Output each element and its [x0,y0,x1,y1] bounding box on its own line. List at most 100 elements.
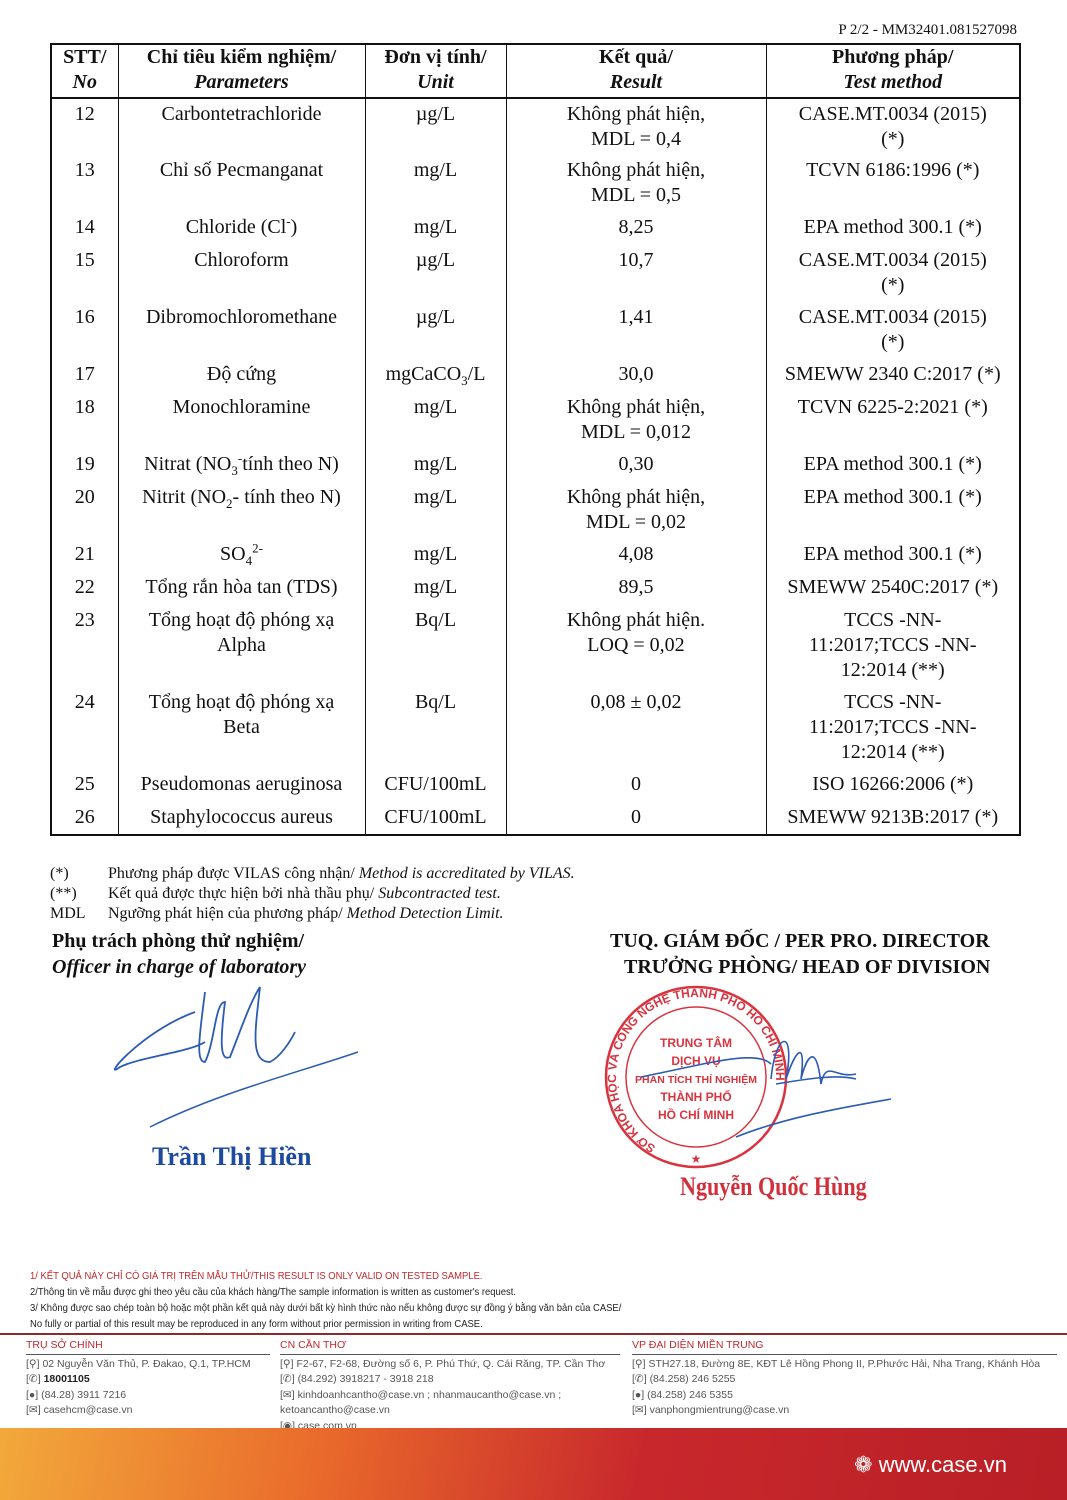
superscript: - [286,213,291,229]
footnote-en: Method is accreditated by VILAS. [358,865,575,882]
stamp-center-line: THÀNH PHỐ [660,1089,731,1104]
location-icon: [⚲] [632,1357,649,1370]
stamp-center-line: DỊCH VỤ [671,1054,720,1068]
stamp-center-line: PHÂN TÍCH THÍ NGHIỆM [635,1073,757,1086]
header-vi: Phương pháp/ [832,46,954,68]
fax-icon: [●] [632,1388,648,1401]
official-stamp: SỞ KHOA HỌC VÀ CÔNG NGHỆ THÀNH PHỐ HỒ CH… [604,985,892,1169]
office-line: [⚲] STH27.18, Đường 8E, KĐT Lê Hồng Phon… [632,1357,1057,1373]
disclaimer: 1/ KẾT QUẢ NÀY CHỈ CÓ GIÁ TRỊ TRÊN MẪU T… [30,1268,621,1332]
unit-cell: mg/L [364,392,507,449]
phone-icon: [✆] [26,1373,44,1385]
office-text: vanphongmientrung@case.vn [649,1404,790,1416]
office-text: (84.28) 3911 7216 [41,1388,127,1401]
table-row: 23 Tổng hoạt độ phóng xạ Alpha Bq/L Không p… [50,605,1021,687]
header-en: Unit [417,71,454,93]
footnote-vi: Phương pháp được VILAS công nhận/ [108,865,359,882]
office-text: casehcm@case.vn [43,1404,133,1416]
row-no: 23 [50,605,119,687]
method-cell: SMEWW 2540C:2017 (*) [765,572,1021,605]
page-reference: P 2/2 - MM32401.081527098 [838,22,1017,38]
svg-text:SỞ KHOA HỌC VÀ CÔNG NGHỆ THÀNH: SỞ KHOA HỌC VÀ CÔNG NGHỆ THÀNH PHỐ HỒ CH… [605,985,787,1156]
superscript: 2- [252,540,263,556]
office-text: (84.258) 246 5355 [647,1388,733,1401]
parameter-cell: Tổng hoạt độ phóng xạ Alpha [117,605,366,687]
header-vi: Chỉ tiêu kiểm nghiệm/ [146,46,337,68]
office-text: STH27.18, Đường 8E, KĐT Lê Hồng Phong II… [648,1357,1041,1370]
office-line: [✉] casehcm@case.vn [26,1403,270,1419]
unit-cell: mgCaCO3/L [364,359,507,392]
row-no: 12 [50,98,119,155]
subscript: 2 [226,496,233,511]
header-no: STT/No [50,44,119,99]
disclaimer-line: No fully or partial of this result may b… [30,1318,483,1330]
superscript: - [237,450,243,466]
method-cell: EPA method 300.1 (*) [765,212,1021,245]
right-title-2: TRƯỞNG PHÒNG/ HEAD OF DIVISION [624,956,991,978]
left-signer-name: Trần Thị Hiền [152,1142,312,1171]
right-signature-block: TUQ. GIÁM ĐỐC / PER PRO. DIRECTOR TRƯỞNG… [610,928,990,980]
office-line: [✆] 18001105 [26,1372,270,1388]
stamp-center-line: TRUNG TÂM [660,1035,732,1050]
table-row: 24 Tổng hoạt độ phóng xạ Beta Bq/L 0,08 ± 0… [50,687,1021,769]
footer-divider [0,1333,1067,1335]
parameter-cell: Nitrat (NO3-tính theo N) [117,449,366,482]
unit-cell: µg/L [364,245,507,302]
stamp-ring-text: SỞ KHOA HỌC VÀ CÔNG NGHỆ THÀNH PHỐ HỒ CH… [605,985,787,1156]
row-no: 26 [50,802,119,835]
method-cell: EPA method 300.1 (*) [765,539,1021,572]
office-cantho: CN CẦN THƠ [⚲] F2-67, F2-68, Đường số 6, … [280,1338,620,1434]
table-row: 17 Độ cứng mgCaCO3/L 30,0 SMEWW 2340 C:2017 … [50,359,1021,392]
website-link[interactable]: ❁ www.case.vn [854,1452,1007,1477]
table-row: 14 Chloride (Cl-) mg/L 8,25 EPA method 300.1… [50,212,1021,245]
method-cell: CASE.MT.0034 (2015) (*) [765,98,1021,155]
subscript: 3 [461,373,468,388]
result-cell: 8,25 [505,212,767,245]
table-row: 19 Nitrat (NO3-tính theo N) mg/L 0,30 EPA me… [50,449,1021,482]
parameter-cell: SO42- [117,539,366,572]
footer-band [0,1428,1067,1500]
parameter-cell: Monochloramine [117,392,366,449]
result-cell: Không phát hiện. LOQ = 0,02 [505,605,767,687]
office-line: [✉] vanphongmientrung@case.vn [632,1403,1057,1419]
stamp-star-icon: ★ [691,1152,702,1166]
disclaimer-line: 3/ Không được sao chép toàn bộ hoặc một … [30,1302,622,1314]
table-row: 20 Nitrit (NO2- tính theo N) mg/L Không phá… [50,482,1021,539]
right-signer-name: Nguyễn Quốc Hùng [680,1172,867,1201]
office-line: [⚲] 02 Nguyễn Văn Thủ, P. Đakao, Q.1, TP… [26,1357,270,1373]
result-cell: 30,0 [505,359,767,392]
header-en: No [72,71,97,93]
method-cell: EPA method 300.1 (*) [765,482,1021,539]
footnote-key: (**) [50,885,77,902]
header-method: Phương pháp/Test method [765,44,1021,99]
header-parameter: Chỉ tiêu kiểm nghiệm/Parameters [117,44,366,99]
row-no: 18 [50,392,119,449]
office-text: (84.258) 246 5255 [649,1373,736,1385]
table-row: 12 Carbontetrachloride µg/L Không phát hiện… [50,98,1021,155]
disclaimer-line: 2/Thông tin về mẫu được ghi theo yêu cầu… [30,1286,517,1298]
stamp-center-line: HỒ CHÍ MINH [658,1107,734,1122]
unit-cell: mg/L [364,572,507,605]
parameter-cell: Staphylococcus aureus [117,802,366,835]
result-cell: 1,41 [505,302,767,359]
row-no: 22 [50,572,119,605]
parameter-cell: Tổng rắn hòa tan (TDS) [117,572,366,605]
unit-cell: µg/L [364,98,507,155]
unit-cell: mg/L [364,539,507,572]
parameter-cell: Chỉ số Pecmanganat [117,155,366,212]
parameter-cell: Nitrit (NO2- tính theo N) [117,482,366,539]
email-icon: [✉] [280,1388,298,1401]
unit-cell: CFU/100mL [364,802,507,835]
result-cell: Không phát hiện, MDL = 0,5 [505,155,767,212]
office-text: 18001105 [43,1373,90,1385]
result-cell: 0 [505,769,767,802]
header-vi: Đơn vị tính/ [384,46,487,68]
row-no: 13 [50,155,119,212]
row-no: 17 [50,359,119,392]
row-no: 15 [50,245,119,302]
table-row: 18 Monochloramine mg/L Không phát hiện, MDL… [50,392,1021,449]
method-cell: CASE.MT.0034 (2015) (*) [765,302,1021,359]
office-line: [⚲] F2-67, F2-68, Đường số 6, P. Phú Thứ… [280,1357,620,1373]
office-head: TRỤ SỞ CHÍNH [⚲] 02 Nguyễn Văn Thủ, P. Đa… [26,1338,270,1419]
